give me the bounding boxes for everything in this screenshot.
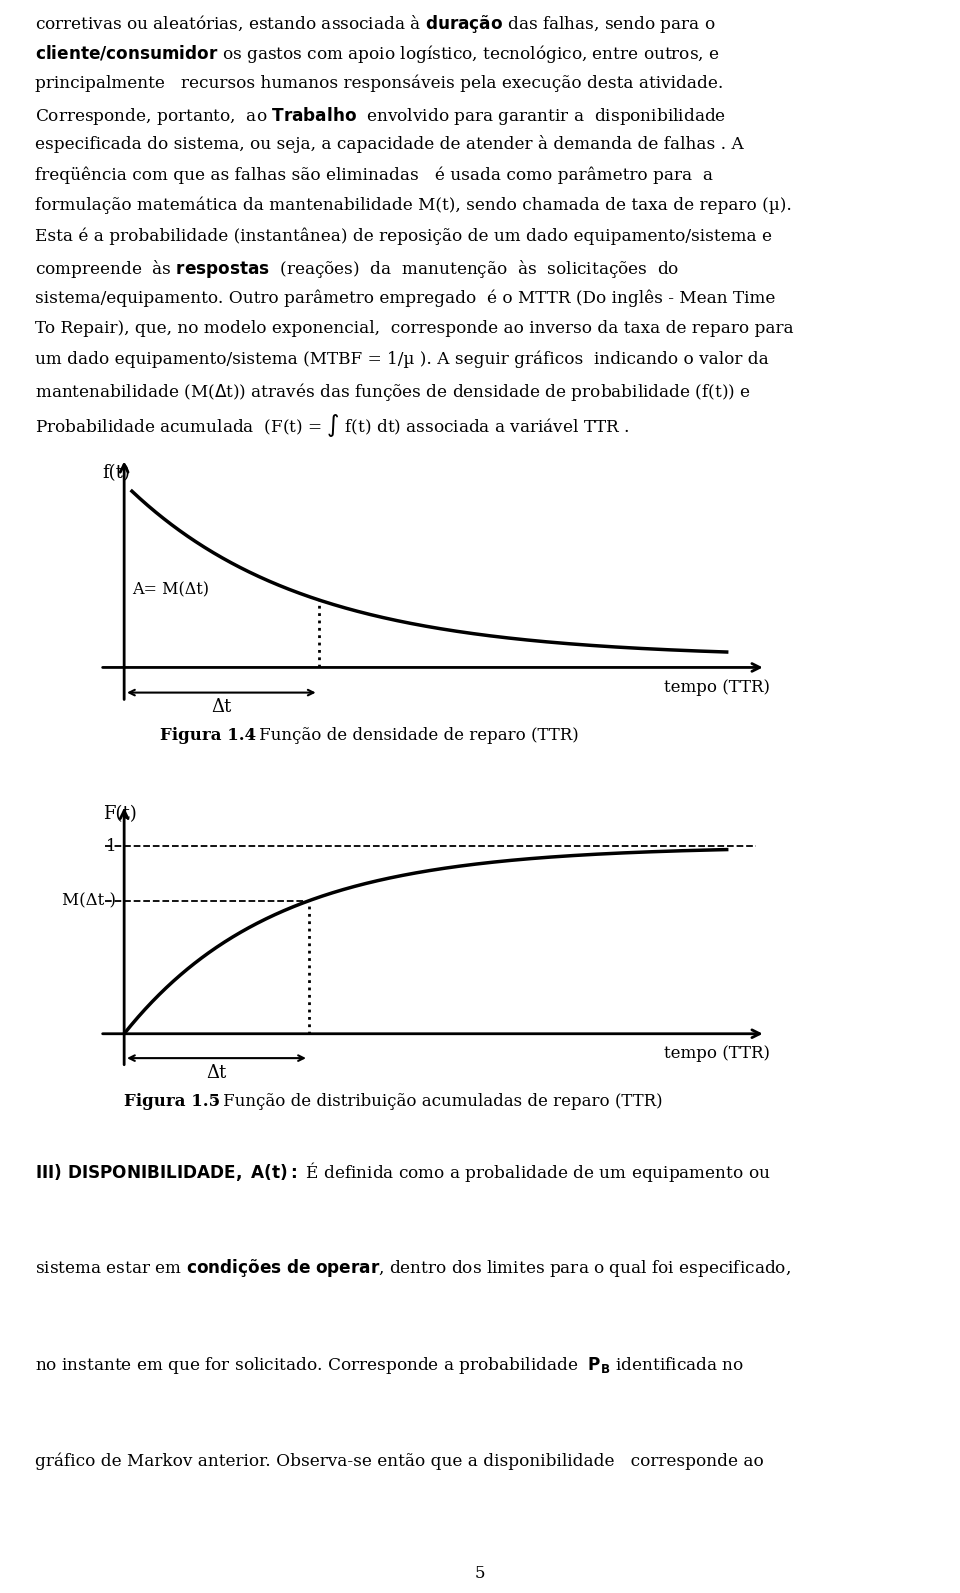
Text: sistema estar em $\mathbf{condições\ de\ operar}$, dentro dos limites para o qua: sistema estar em $\mathbf{condições\ de\… — [35, 1257, 791, 1279]
Text: freqüência com que as falhas são eliminadas   é usada como parâmetro para  a: freqüência com que as falhas são elimina… — [35, 166, 713, 183]
Text: - Função de densidade de reparo (TTR): - Função de densidade de reparo (TTR) — [243, 726, 578, 744]
Text: compreende  às $\mathbf{respostas}$  (reações)  da  manutenção  às  solicitações: compreende às $\mathbf{respostas}$ (reaç… — [35, 258, 680, 280]
Text: f(t): f(t) — [103, 464, 131, 483]
Text: Δt: Δt — [211, 698, 231, 717]
Text: gráfico de Markov anterior. Observa-se então que a disponibilidade   corresponde: gráfico de Markov anterior. Observa-se e… — [35, 1453, 764, 1470]
Text: mantenabilidade (M($\Delta$t)) através das funções de densidade de probabilidade: mantenabilidade (M($\Delta$t)) através d… — [35, 381, 751, 403]
Text: To Repair), que, no modelo exponencial,  corresponde ao inverso da taxa de repar: To Repair), que, no modelo exponencial, … — [35, 320, 794, 336]
Text: - Função de distribuição acumuladas de reparo (TTR): - Função de distribuição acumuladas de r… — [206, 1093, 662, 1110]
Text: 5: 5 — [475, 1564, 485, 1582]
Text: Probabilidade acumulada  (F(t) = $\int$ f(t) dt) associada a variável TTR .: Probabilidade acumulada (F(t) = $\int$ f… — [35, 413, 630, 440]
Text: tempo (TTR): tempo (TTR) — [664, 679, 771, 696]
Text: $\mathbf{cliente/consumidor}$ os gastos com apoio logístico, tecnológico, entre : $\mathbf{cliente/consumidor}$ os gastos … — [35, 43, 720, 65]
Text: Figura 1.5: Figura 1.5 — [125, 1093, 221, 1110]
Text: $\mathbf{III)\ DISPONIBILIDADE,\ A(t):}$ É definida como a probalidade de um equ: $\mathbf{III)\ DISPONIBILIDADE,\ A(t):}$… — [35, 1160, 771, 1184]
Text: principalmente   recursos humanos responsáveis pela execução desta atividade.: principalmente recursos humanos responsá… — [35, 73, 724, 91]
Text: corretivas ou aleatórias, estando associada à $\mathbf{duração}$ das falhas, sen: corretivas ou aleatórias, estando associ… — [35, 13, 716, 35]
Text: no instante em que for solicitado. Corresponde a probabilidade  $\mathbf{P_B}$ i: no instante em que for solicitado. Corre… — [35, 1354, 744, 1376]
Text: F(t): F(t) — [103, 804, 136, 824]
Text: M(Δt ): M(Δt ) — [62, 892, 116, 910]
Text: A= M(Δt): A= M(Δt) — [132, 581, 209, 597]
Text: tempo (TTR): tempo (TTR) — [664, 1045, 771, 1063]
Text: sistema/equipamento. Outro parâmetro empregado  é o MTTR (Do inglês - Mean Time: sistema/equipamento. Outro parâmetro emp… — [35, 288, 776, 306]
Text: especificada do sistema, ou seja, a capacidade de atender à demanda de falhas . : especificada do sistema, ou seja, a capa… — [35, 135, 744, 153]
Text: Corresponde, portanto,  ao $\mathbf{Trabalho}$  envolvido para garantir a  dispo: Corresponde, portanto, ao $\mathbf{Traba… — [35, 105, 726, 127]
Text: Esta é a probabilidade (instantânea) de reposição de um dado equipamento/sistema: Esta é a probabilidade (instantânea) de … — [35, 228, 772, 245]
Text: Figura 1.4: Figura 1.4 — [160, 726, 256, 744]
Text: Δt: Δt — [206, 1064, 227, 1082]
Text: um dado equipamento/sistema (MTBF = 1/µ ). A seguir gráficos  indicando o valor : um dado equipamento/sistema (MTBF = 1/µ … — [35, 350, 769, 368]
Text: 1: 1 — [106, 838, 116, 855]
Text: formulação matemática da mantenabilidade M(t), sendo chamada de taxa de reparo (: formulação matemática da mantenabilidade… — [35, 198, 792, 215]
